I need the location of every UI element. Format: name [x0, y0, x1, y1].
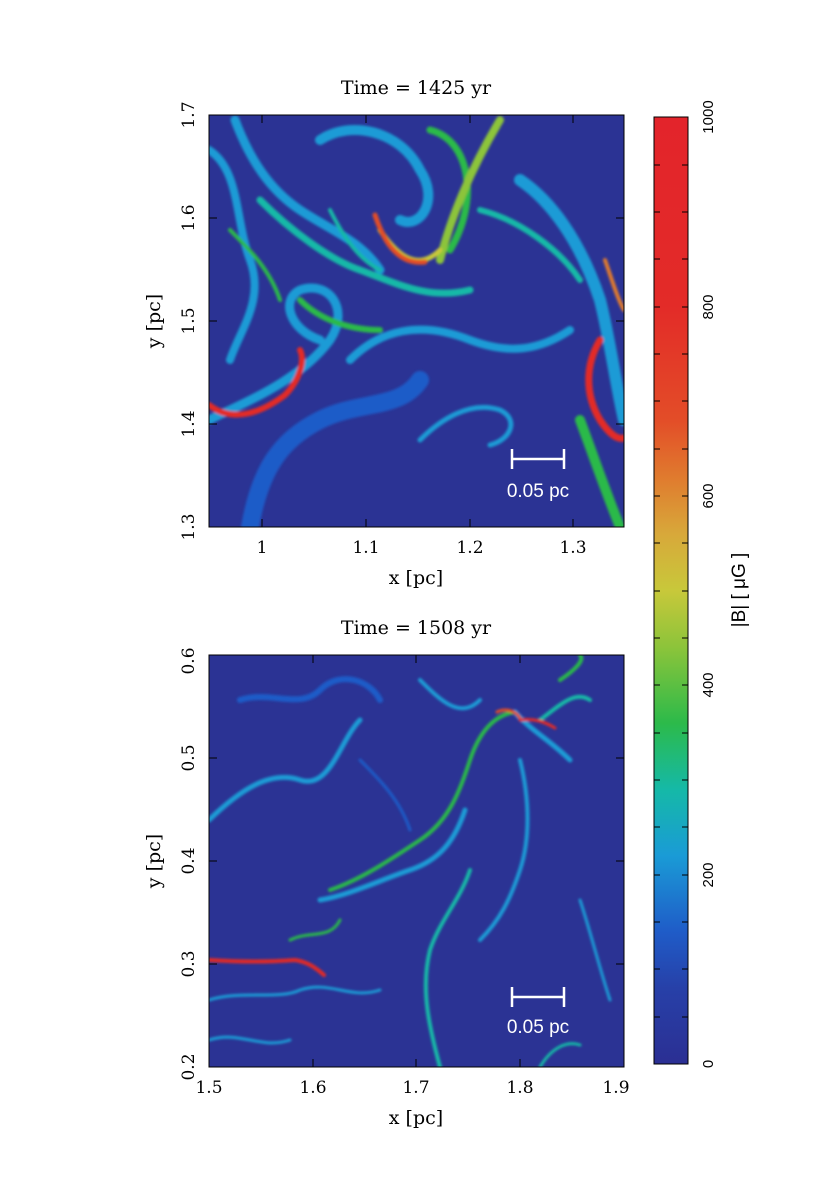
- top-y-axis-label: y [pc]: [143, 294, 165, 349]
- x-tick-label: 1.9: [602, 1078, 629, 1098]
- y-tick-label: 0.2: [179, 1053, 199, 1080]
- x-tick-label: 1.6: [299, 1078, 326, 1098]
- colorbar-tick-label: 800: [700, 294, 717, 319]
- bottom-y-axis-label: y [pc]: [143, 834, 165, 889]
- bottom-panel-title: Time = 1508 yr: [341, 617, 492, 639]
- x-tick-label: 1.8: [506, 1078, 533, 1098]
- bottom-panel-image: 0.05 pc: [209, 655, 624, 1067]
- bottom-x-axis-label: x [pc]: [389, 1107, 443, 1129]
- top-scale-bar: [510, 449, 566, 469]
- y-tick-label: 1.5: [179, 307, 199, 334]
- x-tick-label: 1: [257, 538, 268, 558]
- top-x-axis-label: x [pc]: [389, 567, 443, 589]
- top-panel-title: Time = 1425 yr: [341, 77, 492, 99]
- bottom-scale-bar: [510, 987, 566, 1007]
- y-tick-label: 1.4: [179, 410, 199, 437]
- y-tick-label: 0.6: [179, 647, 199, 674]
- x-tick-label: 1.1: [352, 538, 379, 558]
- bottom-x-tick-labels: 1.5 1.6 1.7 1.8 1.9: [195, 1078, 629, 1098]
- colorbar-tick-marks: [654, 164, 688, 1018]
- bottom-tick-marks: [208, 655, 624, 1067]
- x-tick-label: 1.3: [559, 538, 586, 558]
- top-panel-image: 0.05 pc: [209, 115, 624, 527]
- top-scale-bar-label: 0.05 pc: [507, 481, 569, 502]
- colorbar-tick-label: 400: [700, 672, 717, 697]
- bottom-y-tick-labels: 0.2 0.3 0.4 0.5 0.6: [179, 647, 199, 1080]
- colorbar-tick-label: 200: [700, 862, 717, 887]
- y-tick-label: 1.6: [179, 204, 199, 231]
- y-tick-label: 1.3: [179, 513, 199, 540]
- bottom-scale-bar-label: 0.05 pc: [507, 1017, 569, 1038]
- colorbar-label: |B| [ μG ]: [729, 553, 750, 628]
- colorbar-tick-label: 0: [700, 1060, 717, 1068]
- colorbar-tick-labels: 0 200 400 600 800 1000: [700, 100, 717, 1068]
- top-tick-marks: [209, 114, 624, 528]
- x-tick-label: 1.5: [195, 1078, 222, 1098]
- colorbar-tick-label: 600: [700, 483, 717, 508]
- colorbar-tick-label: 1000: [700, 100, 717, 133]
- y-tick-label: 1.7: [179, 101, 199, 128]
- top-y-tick-labels: 1.3 1.4 1.5 1.6 1.7: [179, 101, 199, 540]
- y-tick-label: 0.4: [179, 847, 199, 874]
- y-tick-label: 0.5: [179, 744, 199, 771]
- x-tick-label: 1.7: [402, 1078, 429, 1098]
- y-tick-label: 0.3: [179, 950, 199, 977]
- top-x-tick-labels: 1 1.1 1.2 1.3: [257, 538, 587, 558]
- x-tick-label: 1.2: [456, 538, 483, 558]
